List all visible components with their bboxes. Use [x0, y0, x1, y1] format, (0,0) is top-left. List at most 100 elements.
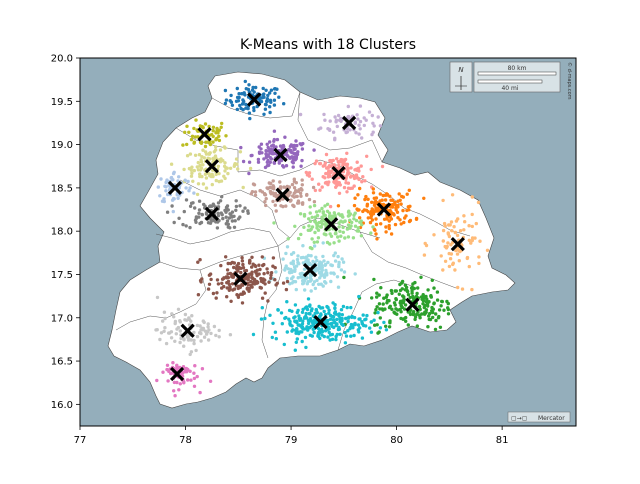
cluster-16-point [320, 306, 325, 310]
cluster-18-point [192, 384, 197, 388]
cluster-11-point [337, 239, 341, 243]
cluster-3-point [378, 124, 383, 128]
cluster-8-point [236, 217, 241, 221]
cluster-14-point [257, 263, 261, 267]
cluster-16-point [268, 313, 272, 317]
cluster-8-point [188, 225, 192, 230]
cluster-10-point [352, 203, 357, 208]
cluster-16-point [358, 326, 362, 330]
cluster-14-point [239, 270, 243, 275]
cluster-14-point [226, 275, 230, 280]
cluster-2-point [192, 126, 196, 131]
cluster-15-point [404, 319, 408, 323]
cluster-12-point [469, 241, 473, 245]
cluster-10-point [395, 210, 400, 214]
cluster-10-point [394, 206, 398, 210]
cluster-17-point [155, 295, 160, 300]
cluster-16-point [311, 323, 315, 327]
cluster-12-point [470, 238, 474, 243]
cluster-9-point [274, 209, 278, 213]
cluster-17-point [195, 334, 200, 339]
cluster-9-point [294, 181, 298, 185]
cluster-13-point [309, 254, 313, 258]
cluster-3-point [346, 104, 350, 109]
cluster-4-point [204, 186, 209, 190]
centroid-12-marker [450, 237, 465, 252]
cluster-4-point [213, 148, 218, 152]
cluster-11-point [309, 227, 313, 231]
cluster-16-point [271, 321, 275, 325]
cluster-15-point [393, 289, 397, 293]
cluster-12-point [451, 262, 455, 267]
centroid-4-marker [204, 159, 220, 174]
cluster-1-point [246, 106, 250, 111]
cluster-10-point [402, 220, 406, 225]
cluster-3-point [376, 115, 380, 119]
cluster-18-point [166, 379, 170, 383]
cluster-10-point [379, 222, 383, 226]
cluster-11-point [323, 213, 327, 218]
cluster-16-point [308, 304, 312, 308]
y-tick-label: 18.0 [51, 227, 73, 238]
cluster-2-point [204, 140, 208, 144]
cluster-11-point [338, 229, 342, 233]
cluster-8-point [232, 225, 237, 229]
cluster-1-point [273, 87, 277, 91]
x-tick-label: 80 [390, 435, 403, 446]
cluster-6-point [328, 171, 332, 175]
cluster-9-point [291, 194, 295, 198]
cluster-11-point [329, 234, 334, 238]
cluster-6-point [314, 159, 319, 163]
cluster-6-point [335, 180, 339, 184]
cluster-16-point [295, 327, 299, 332]
cluster-10-point [370, 200, 374, 204]
cluster-11-point [313, 215, 317, 219]
cluster-16-point [378, 326, 383, 330]
cluster-11-point [359, 234, 364, 238]
cluster-8-point [172, 220, 176, 225]
cluster-3-point [358, 119, 363, 124]
cluster-3-point [360, 136, 364, 140]
cluster-14-point [228, 285, 232, 289]
cluster-16-point [260, 306, 264, 310]
cluster-6-point [328, 204, 333, 209]
cluster-13-point [297, 262, 301, 266]
cluster-11-point [339, 234, 343, 238]
cluster-13-point [293, 267, 297, 271]
cluster-6-point [307, 171, 312, 175]
cluster-4-point [235, 162, 239, 166]
cluster-9-point [263, 200, 267, 204]
cluster-4-point [202, 156, 206, 160]
cluster-1-point [239, 106, 243, 111]
cluster-18-point [167, 369, 171, 374]
cluster-6-point [352, 174, 356, 178]
cluster-5-point [292, 152, 296, 156]
cluster-13-point [332, 253, 336, 258]
cluster-16-point [295, 310, 299, 315]
map-inset: N 80 km 40 mi © d-maps.com ▢→▢ Mercator [449, 61, 573, 423]
cluster-6-point [360, 180, 364, 184]
cluster-8-point [193, 206, 197, 210]
cluster-1-point [268, 110, 272, 115]
cluster-12-point [470, 224, 474, 229]
cluster-15-point [377, 293, 381, 297]
cluster-1-point [223, 88, 228, 93]
cluster-13-point [326, 260, 330, 265]
cluster-8-point [191, 201, 195, 205]
cluster-8-point [194, 216, 198, 221]
x-tick-label: 81 [496, 435, 509, 446]
cluster-3-point [358, 104, 363, 108]
cluster-13-point [298, 272, 302, 276]
cluster-17-point [189, 350, 194, 354]
cluster-18-point [182, 381, 186, 385]
cluster-14-point [236, 286, 240, 291]
cluster-10-point [364, 208, 369, 212]
cluster-17-point [195, 323, 200, 328]
cluster-13-point [319, 282, 323, 286]
cluster-7-point [163, 184, 167, 188]
cluster-16-point [314, 308, 319, 312]
cluster-15-point [434, 318, 438, 323]
cluster-5-point [268, 140, 272, 144]
cluster-13-point [323, 280, 327, 284]
cluster-5-point [268, 160, 272, 164]
